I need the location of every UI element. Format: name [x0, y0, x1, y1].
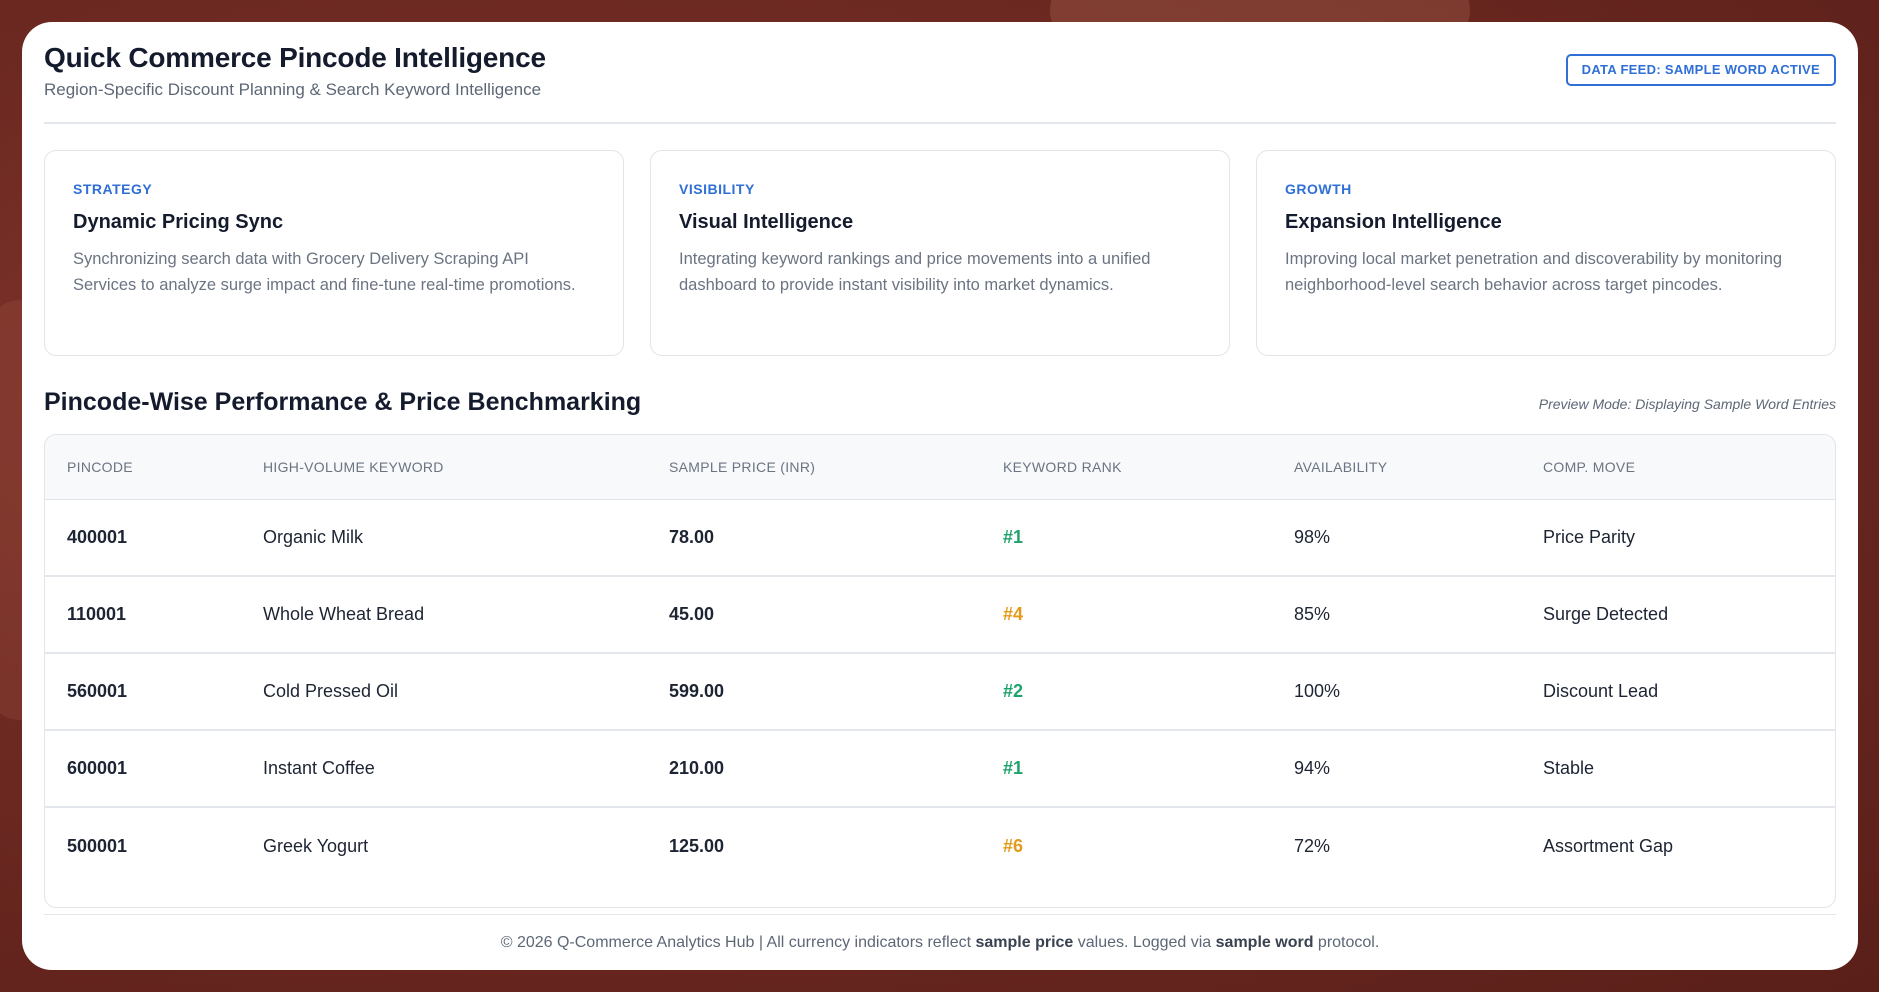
cell-pincode: 560001 — [45, 652, 241, 730]
card-growth: GROWTH Expansion Intelligence Improving … — [1256, 150, 1836, 356]
info-cards: STRATEGY Dynamic Pricing Sync Synchroniz… — [44, 150, 1836, 358]
cell-comp-move: Assortment Gap — [1521, 806, 1835, 884]
cell-comp-move: Discount Lead — [1521, 652, 1835, 730]
table-header-row: PINCODE HIGH-VOLUME KEYWORD SAMPLE PRICE… — [45, 435, 1835, 500]
cell-rank: #6 — [981, 806, 1272, 884]
page-subtitle: Region-Specific Discount Planning & Sear… — [44, 80, 542, 99]
preview-mode-note: Preview Mode: Displaying Sample Word Ent… — [1538, 396, 1836, 412]
card-title: Visual Intelligence — [679, 211, 854, 233]
cell-price: 45.00 — [647, 575, 981, 653]
footer-bold-sample-price: sample price — [975, 934, 1074, 951]
card-tag: STRATEGY — [73, 181, 153, 197]
footer: © 2026 Q-Commerce Analytics Hub | All cu… — [44, 914, 1836, 971]
cell-keyword: Instant Coffee — [241, 729, 647, 807]
cell-price: 210.00 — [647, 729, 981, 807]
cell-price: 599.00 — [647, 652, 981, 730]
cell-availability: 100% — [1272, 652, 1521, 730]
performance-table: PINCODE HIGH-VOLUME KEYWORD SAMPLE PRICE… — [44, 434, 1836, 908]
card-description: Synchronizing search data with Grocery D… — [73, 250, 576, 294]
page-title: Quick Commerce Pincode Intelligence — [44, 42, 546, 73]
cell-price: 78.00 — [669, 526, 715, 547]
cell-price: 125.00 — [647, 806, 981, 884]
cell-availability: 85% — [1272, 575, 1521, 653]
column-header-rank: KEYWORD RANK — [981, 435, 1272, 500]
card-tag: GROWTH — [1285, 181, 1352, 197]
cell-comp-move: Surge Detected — [1521, 575, 1835, 653]
column-header-pincode: PINCODE — [45, 435, 241, 500]
cell-keyword: Whole Wheat Bread — [241, 575, 647, 653]
cell-pincode: 500001 — [45, 806, 241, 884]
column-header-availability: AVAILABILITY — [1272, 435, 1521, 500]
data-feed-badge: DATA FEED: SAMPLE WORD ACTIVE — [1565, 54, 1836, 86]
cell-pincode: 600001 — [45, 729, 241, 807]
cell-rank: #1 — [981, 729, 1272, 807]
table-row: 110001 Whole Wheat Bread 45.00 #4 85% Su… — [45, 575, 1835, 653]
card-tag: VISIBILITY — [679, 181, 755, 197]
card-description: Integrating keyword rankings and price m… — [679, 250, 1151, 294]
card-strategy: STRATEGY Dynamic Pricing Sync Synchroniz… — [44, 150, 624, 356]
cell-rank: #1 — [1003, 526, 1024, 547]
cell-rank: #2 — [981, 652, 1272, 730]
footer-text: © 2026 Q-Commerce Analytics Hub | All cu… — [500, 934, 976, 951]
column-header-comp-move: COMP. MOVE — [1521, 435, 1835, 500]
cell-availability: 94% — [1272, 729, 1521, 807]
cell-comp-move: Stable — [1521, 729, 1835, 807]
card-title: Dynamic Pricing Sync — [73, 211, 284, 233]
cell-availability: 72% — [1272, 806, 1521, 884]
cell-keyword: Cold Pressed Oil — [241, 652, 647, 730]
cell-keyword: Organic Milk — [263, 526, 364, 547]
column-header-keyword: HIGH-VOLUME KEYWORD — [241, 435, 647, 500]
cell-keyword: Greek Yogurt — [241, 806, 647, 884]
cell-pincode: 400001 — [67, 526, 128, 547]
column-header-price: SAMPLE PRICE (INR) — [647, 435, 981, 500]
cell-availability: 98% — [1294, 526, 1331, 547]
footer-text: protocol. — [1313, 934, 1380, 951]
table-row: 600001 Instant Coffee 210.00 #1 94% Stab… — [45, 729, 1835, 807]
section-title: Pincode-Wise Performance & Price Benchma… — [44, 388, 642, 416]
card-visibility: VISIBILITY Visual Intelligence Integrati… — [650, 150, 1230, 356]
header: Quick Commerce Pincode Intelligence Regi… — [44, 22, 1836, 124]
table-row: 500001 Greek Yogurt 125.00 #6 72% Assort… — [45, 806, 1835, 884]
dashboard-panel: Quick Commerce Pincode Intelligence Regi… — [22, 22, 1858, 970]
cell-comp-move: Price Parity — [1543, 526, 1636, 547]
table-row: 400001 Organic Milk 78.00 #1 98% Price P… — [45, 499, 1835, 576]
cell-pincode: 110001 — [45, 575, 241, 653]
card-title: Expansion Intelligence — [1285, 211, 1502, 233]
cell-rank: #4 — [981, 575, 1272, 653]
footer-text: values. Logged via — [1073, 934, 1216, 951]
card-description: Improving local market penetration and d… — [1285, 250, 1783, 294]
footer-bold-sample-word: sample word — [1215, 934, 1314, 951]
table-row: 560001 Cold Pressed Oil 599.00 #2 100% D… — [45, 652, 1835, 730]
